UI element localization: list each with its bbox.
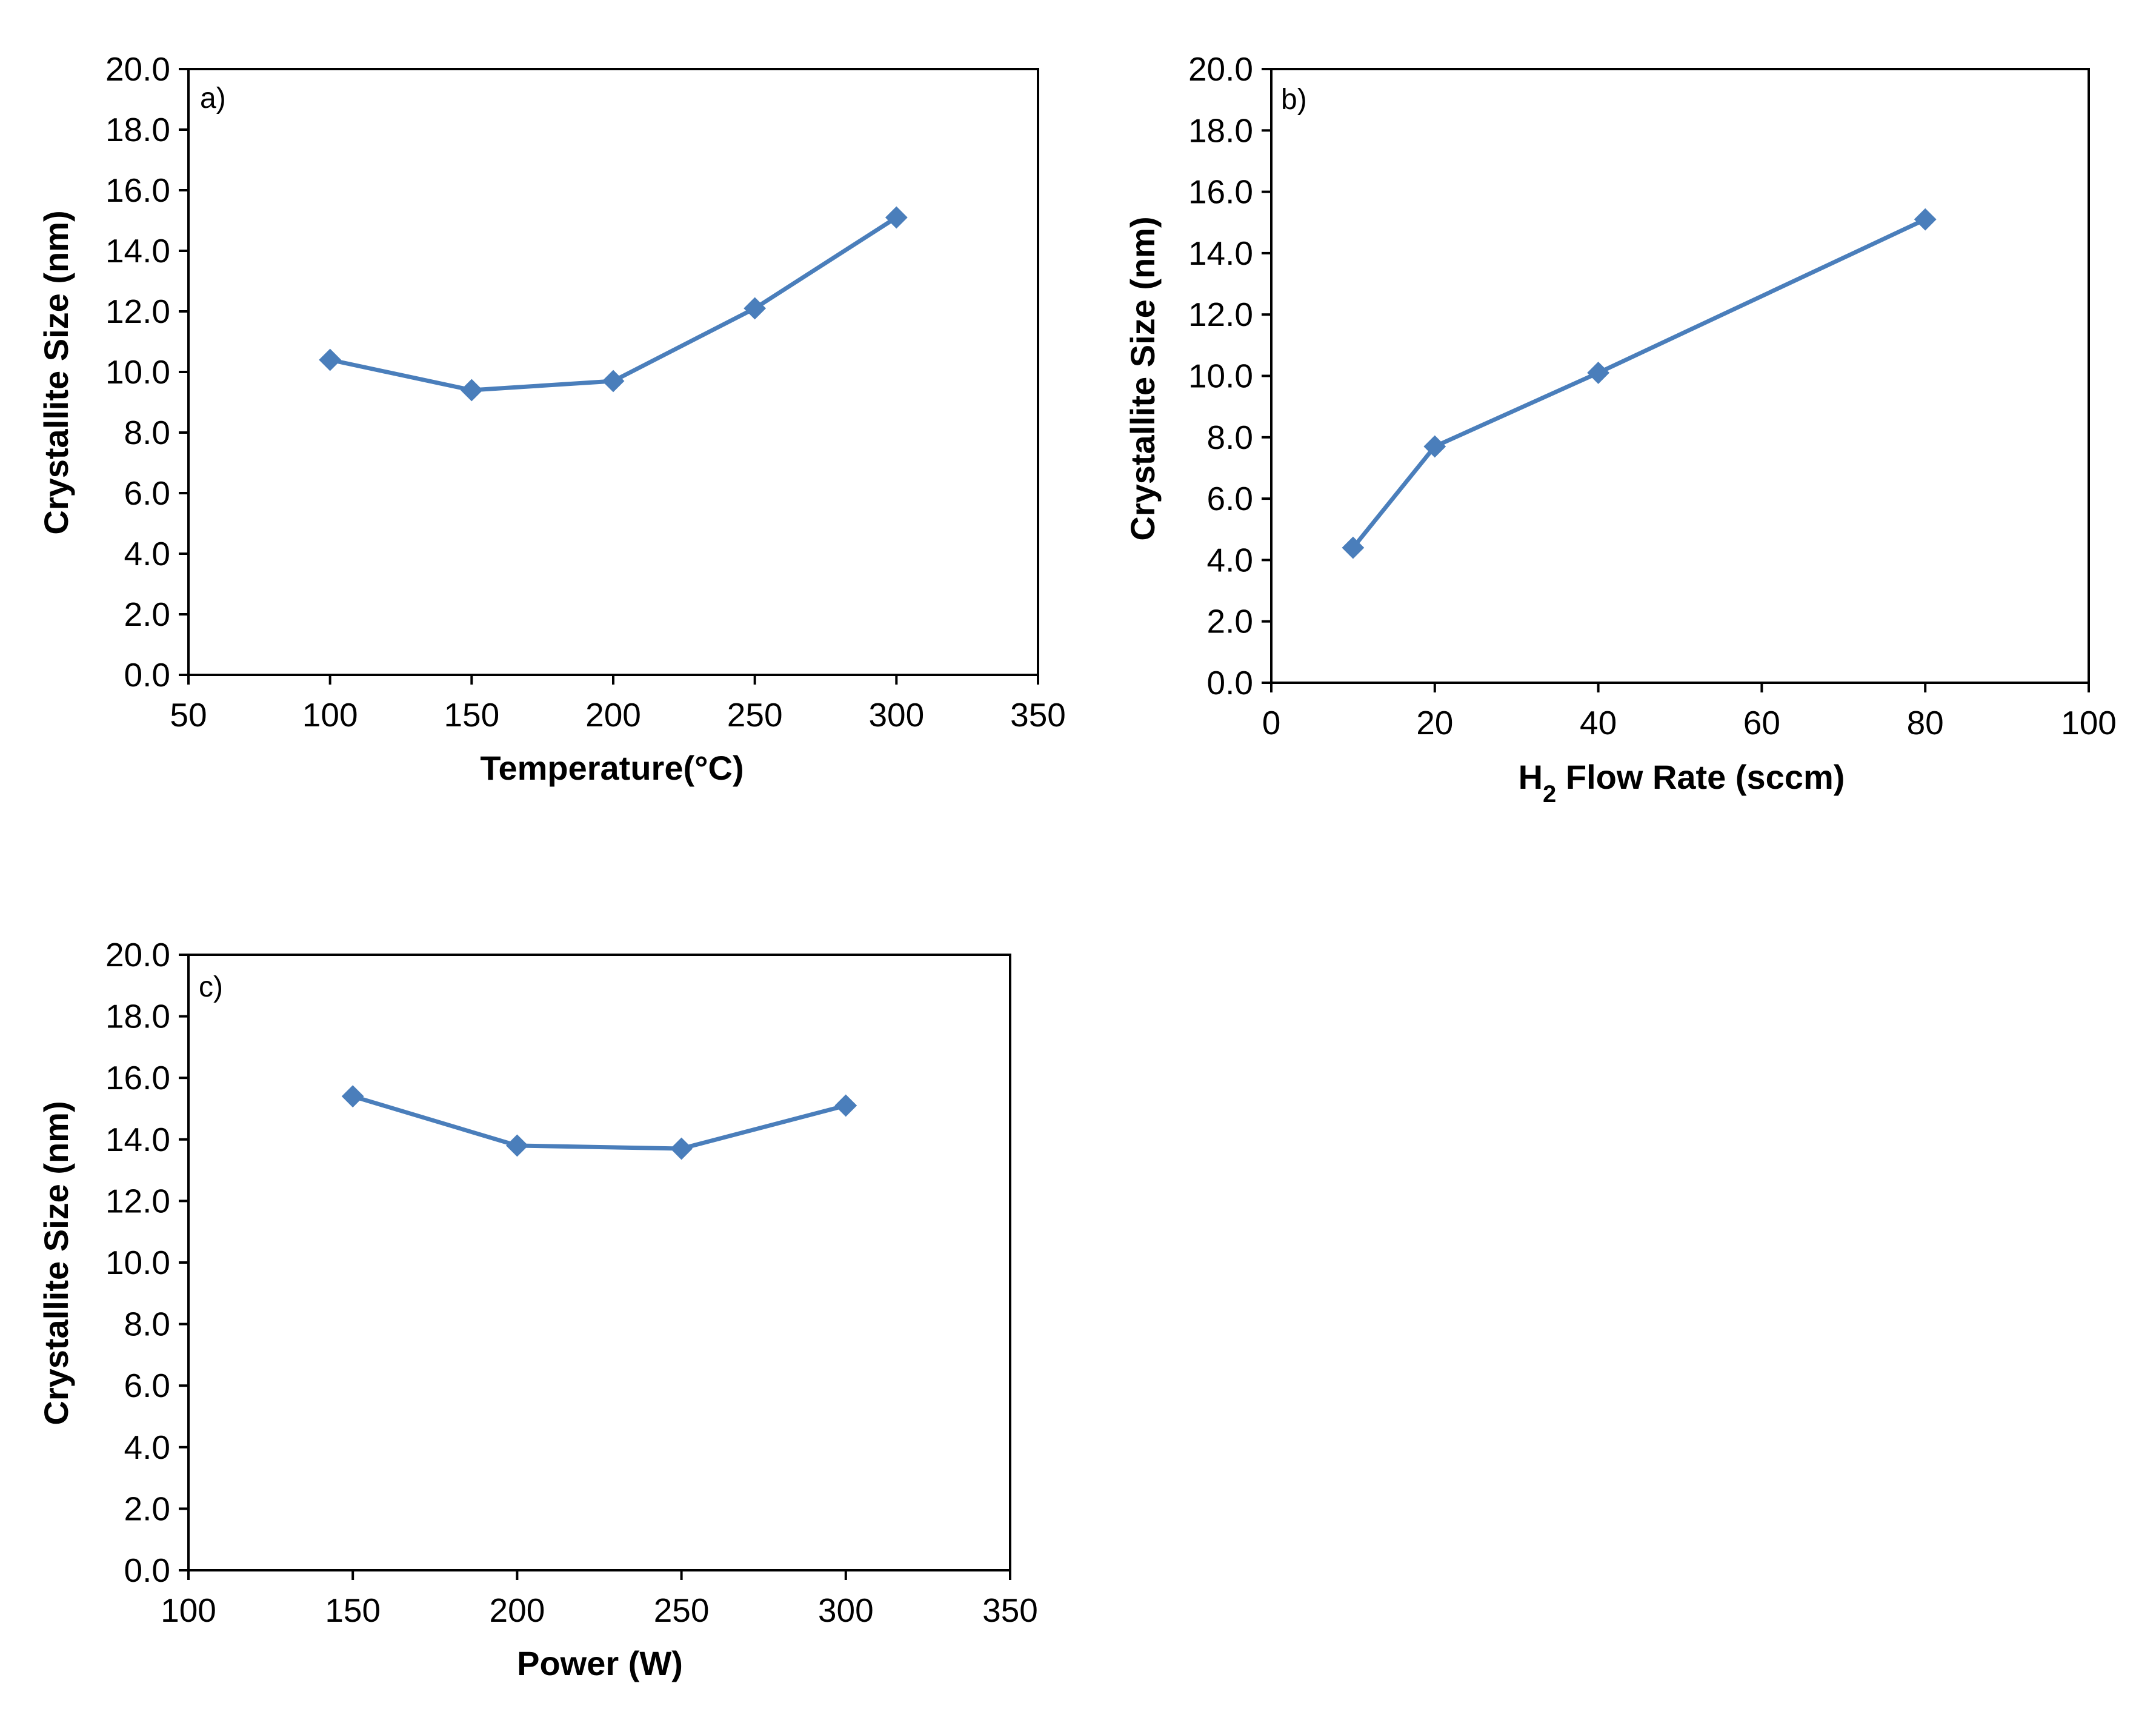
data-point-marker	[1587, 362, 1610, 384]
x-tick-label: 20	[1416, 704, 1453, 742]
y-tick-label: 6.0	[124, 474, 170, 512]
x-axis-title: Temperature(°C)	[480, 749, 744, 787]
y-tick-label: 4.0	[124, 535, 170, 572]
y-axis-title: Crystallite Size (nm)	[1123, 216, 1162, 540]
y-tick-label: 2.0	[124, 596, 170, 633]
x-tick-label: 250	[727, 696, 783, 734]
y-tick-label: 2.0	[1207, 603, 1253, 640]
x-tick-label: 300	[868, 696, 924, 734]
y-axis-title: Crystallite Size (nm)	[37, 210, 75, 534]
y-tick-label: 6.0	[124, 1367, 170, 1404]
y-tick-label: 6.0	[1207, 480, 1253, 517]
y-tick-label: 10.0	[1188, 357, 1253, 395]
y-tick-label: 14.0	[1188, 234, 1253, 272]
y-tick-label: 12.0	[1188, 296, 1253, 333]
x-tick-label: 40	[1580, 704, 1617, 742]
y-tick-label: 12.0	[105, 1182, 170, 1220]
y-tick-label: 8.0	[124, 1306, 170, 1343]
y-tick-label: 10.0	[105, 353, 170, 391]
chart-panel-a: a) Temperature(°C) Crystallite Size (nm)…	[37, 50, 1066, 787]
y-tick-label: 14.0	[105, 232, 170, 270]
y-tick-label: 10.0	[105, 1244, 170, 1281]
y-tick-label: 20.0	[1188, 50, 1253, 88]
x-tick-label: 100	[2061, 704, 2117, 742]
x-axis-title: Power (W)	[517, 1644, 683, 1682]
x-tick-label: 60	[1743, 704, 1780, 742]
y-tick-label: 0.0	[124, 656, 170, 694]
data-point-marker	[744, 297, 767, 320]
data-point-marker	[1342, 536, 1365, 559]
y-tick-label: 8.0	[1207, 419, 1253, 456]
data-point-marker	[1914, 208, 1937, 231]
y-tick-label: 18.0	[1188, 111, 1253, 149]
x-tick-label: 300	[818, 1591, 874, 1629]
y-tick-label: 0.0	[1207, 664, 1253, 702]
y-tick-label: 2.0	[124, 1490, 170, 1527]
y-tick-label: 4.0	[1207, 541, 1253, 579]
x-tick-label: 80	[1907, 704, 1944, 742]
y-tick-label: 18.0	[105, 111, 170, 148]
y-tick-label: 4.0	[124, 1429, 170, 1466]
x-axis-title: H2 Flow Rate (sccm)	[1519, 758, 1845, 808]
data-point-marker	[505, 1134, 528, 1157]
x-tick-label: 50	[170, 696, 207, 734]
x-tick-label: 200	[585, 696, 641, 734]
data-point-marker	[1423, 435, 1446, 458]
panel-label: b)	[1281, 84, 1307, 116]
data-point-marker	[460, 379, 483, 402]
x-tick-label: 0	[1262, 704, 1281, 742]
data-point-marker	[885, 206, 908, 229]
panel-label: c)	[199, 971, 223, 1003]
y-tick-label: 12.0	[105, 293, 170, 330]
x-axis-title-rest: Flow Rate (sccm)	[1556, 758, 1845, 796]
data-point-marker	[319, 348, 342, 371]
y-tick-label: 20.0	[105, 936, 170, 974]
x-tick-label: 250	[654, 1591, 710, 1629]
series-line	[350, 1094, 848, 1151]
x-axis-title-subscript: 2	[1543, 781, 1556, 808]
data-point-marker	[834, 1094, 857, 1117]
y-tick-label: 16.0	[105, 1059, 170, 1097]
y-tick-label: 18.0	[105, 998, 170, 1035]
y-tick-label: 8.0	[124, 414, 170, 451]
y-tick-label: 16.0	[105, 171, 170, 209]
y-tick-label: 14.0	[105, 1121, 170, 1158]
x-tick-label: 200	[490, 1591, 545, 1629]
x-tick-label: 150	[444, 696, 499, 734]
chart-panel-c: c) Power (W) Crystallite Size (nm) 0.0 2.…	[37, 936, 1038, 1682]
x-tick-label: 350	[1010, 696, 1066, 734]
y-tick-label: 20.0	[105, 50, 170, 88]
y-axis-title: Crystallite Size (nm)	[37, 1101, 75, 1425]
series-line	[1351, 217, 1928, 550]
y-tick-label: 16.0	[1188, 173, 1253, 211]
x-tick-label: 150	[325, 1591, 381, 1629]
x-axis-title-main: H	[1519, 758, 1543, 796]
data-point-marker	[602, 370, 625, 393]
x-tick-label: 350	[982, 1591, 1038, 1629]
data-point-marker	[341, 1085, 364, 1108]
x-tick-label: 100	[161, 1591, 216, 1629]
data-point-marker	[670, 1137, 693, 1160]
x-tick-label: 100	[302, 696, 358, 734]
chart-panel-b: b) H2 Flow Rate (sccm) Crystallite Size …	[1123, 50, 2117, 808]
panel-label: a)	[200, 82, 226, 114]
y-tick-label: 0.0	[124, 1551, 170, 1589]
